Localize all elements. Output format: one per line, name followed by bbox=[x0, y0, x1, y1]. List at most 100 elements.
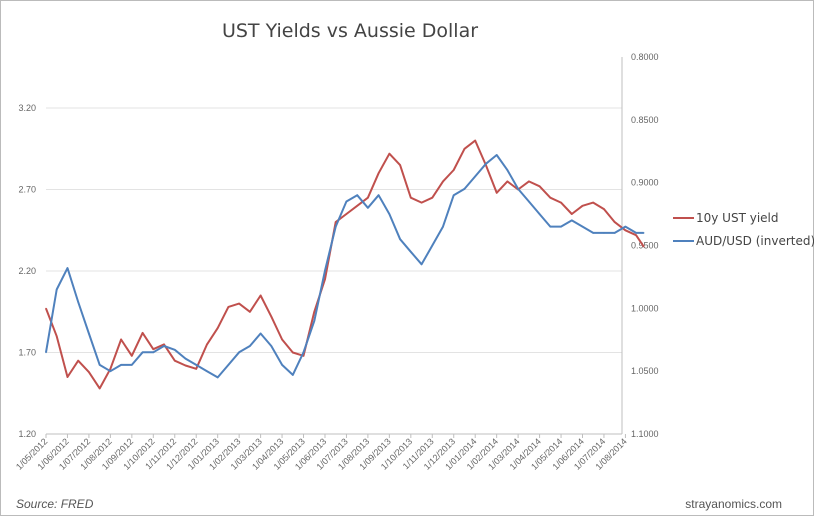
data-point bbox=[367, 196, 369, 199]
data-point bbox=[66, 267, 69, 269]
data-point bbox=[399, 164, 401, 166]
data-point bbox=[431, 196, 434, 199]
data-point bbox=[120, 338, 122, 341]
site-credit: strayanomics.com bbox=[685, 497, 782, 511]
data-point bbox=[88, 332, 90, 335]
data-point bbox=[334, 221, 337, 223]
data-point bbox=[388, 152, 391, 155]
data-point bbox=[442, 180, 444, 183]
data-point bbox=[302, 351, 305, 354]
data-point bbox=[624, 225, 627, 228]
data-point bbox=[549, 196, 552, 199]
y-right-tick-label: 0.8500 bbox=[631, 115, 659, 125]
data-point bbox=[506, 180, 509, 183]
data-point bbox=[152, 351, 155, 354]
data-point bbox=[603, 232, 605, 234]
data-point bbox=[581, 225, 584, 228]
data-point bbox=[216, 327, 219, 329]
data-point bbox=[431, 244, 434, 247]
data-point bbox=[528, 180, 530, 183]
legend-label: AUD/USD (inverted) bbox=[696, 234, 814, 248]
data-point bbox=[452, 194, 455, 197]
data-point bbox=[388, 213, 391, 215]
data-point bbox=[570, 219, 573, 222]
data-point bbox=[163, 345, 165, 347]
data-point bbox=[216, 376, 219, 379]
data-point bbox=[152, 348, 155, 351]
data-point bbox=[613, 232, 616, 234]
data-point bbox=[77, 301, 79, 303]
data-point bbox=[227, 364, 230, 366]
data-point bbox=[570, 213, 573, 215]
data-point bbox=[270, 315, 273, 318]
data-point bbox=[77, 359, 79, 362]
y-left-tick-label: 1.20 bbox=[18, 429, 36, 439]
data-point bbox=[356, 194, 358, 197]
data-point bbox=[517, 188, 519, 190]
data-point bbox=[592, 232, 595, 234]
data-point bbox=[313, 320, 316, 322]
data-point bbox=[141, 332, 144, 334]
data-point bbox=[377, 172, 380, 175]
data-point bbox=[528, 200, 530, 203]
data-point bbox=[195, 364, 198, 366]
data-point bbox=[291, 351, 294, 354]
data-point bbox=[120, 364, 122, 366]
data-point bbox=[109, 368, 112, 370]
data-point bbox=[324, 278, 326, 280]
data-point bbox=[538, 213, 541, 215]
data-point bbox=[163, 343, 165, 346]
y-right-tick-label: 1.1000 bbox=[631, 429, 659, 439]
data-point bbox=[506, 169, 509, 171]
y-left-tick-label: 3.20 bbox=[18, 103, 36, 113]
data-point bbox=[635, 234, 637, 236]
y-right-tick-label: 1.0000 bbox=[631, 303, 659, 313]
data-point bbox=[45, 307, 47, 310]
data-point bbox=[270, 345, 273, 347]
data-point bbox=[45, 351, 47, 354]
data-point bbox=[474, 175, 477, 178]
data-point bbox=[291, 374, 294, 376]
data-point bbox=[592, 201, 595, 204]
data-point bbox=[642, 245, 645, 248]
data-point bbox=[173, 349, 176, 351]
data-point bbox=[642, 232, 645, 234]
data-point bbox=[281, 364, 283, 366]
data-point bbox=[495, 191, 498, 194]
data-point bbox=[109, 370, 112, 372]
data-point bbox=[98, 364, 101, 366]
data-point bbox=[474, 139, 477, 142]
data-point bbox=[463, 188, 466, 190]
data-point bbox=[560, 201, 562, 204]
data-point bbox=[259, 294, 262, 297]
data-point bbox=[184, 364, 187, 367]
data-point bbox=[88, 371, 90, 373]
y-right-tick-label: 1.0500 bbox=[631, 366, 659, 376]
series-line-aud-usd bbox=[45, 154, 644, 379]
data-point bbox=[410, 196, 412, 199]
data-point bbox=[549, 225, 552, 228]
data-point bbox=[485, 163, 487, 165]
data-point bbox=[495, 154, 498, 156]
y-left-tick-label: 1.70 bbox=[18, 348, 36, 358]
data-point bbox=[581, 205, 584, 207]
chart-title: UST Yields vs Aussie Dollar bbox=[221, 20, 479, 42]
data-point bbox=[249, 345, 251, 347]
data-point bbox=[356, 205, 358, 207]
data-point bbox=[538, 185, 541, 188]
source-note: Source: FRED bbox=[16, 497, 94, 511]
data-point bbox=[195, 368, 198, 370]
data-point bbox=[399, 238, 401, 241]
data-point bbox=[55, 288, 58, 291]
data-point bbox=[313, 310, 316, 313]
data-point bbox=[367, 207, 369, 209]
data-point bbox=[613, 221, 616, 223]
data-point bbox=[141, 351, 144, 354]
data-point bbox=[131, 354, 133, 357]
data-point bbox=[173, 359, 176, 362]
data-point bbox=[410, 250, 412, 253]
y-left-tick-label: 2.70 bbox=[18, 185, 36, 195]
data-point bbox=[324, 269, 326, 272]
series-line-ust-yield bbox=[45, 139, 645, 390]
data-point bbox=[206, 343, 208, 346]
